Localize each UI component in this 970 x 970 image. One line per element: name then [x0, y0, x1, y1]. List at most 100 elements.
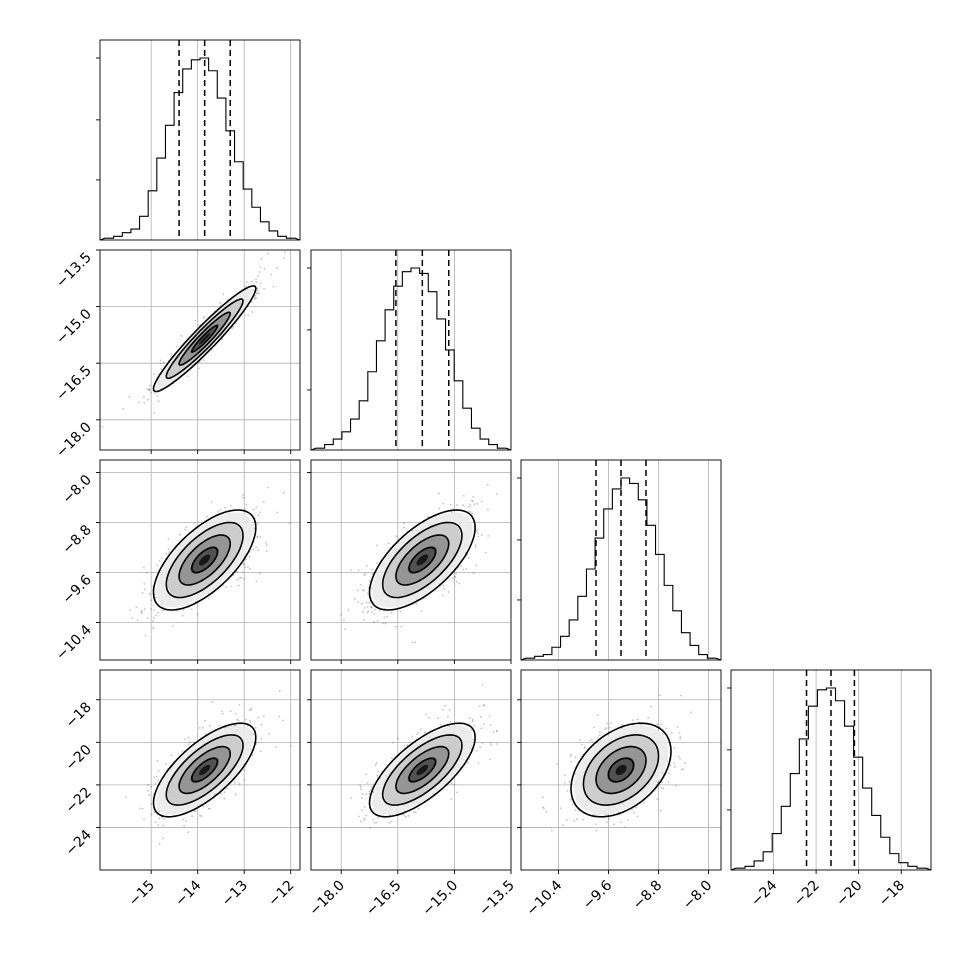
scatter-point: [375, 544, 378, 547]
scatter-point: [564, 774, 566, 777]
scatter-point: [489, 742, 492, 744]
scatter-point: [481, 684, 484, 686]
scatter-point: [678, 731, 681, 734]
gridlines-1-1: [340, 250, 455, 450]
scatter-point: [438, 492, 440, 495]
scatter-point: [468, 510, 470, 512]
scatter-point: [475, 530, 478, 532]
scatter-point: [143, 402, 146, 405]
scatter-point: [256, 535, 259, 538]
scatter-point: [278, 715, 281, 718]
scatter-point: [259, 266, 262, 268]
scatter-point: [591, 741, 594, 743]
scatter-point: [160, 368, 163, 370]
scatter-point: [356, 589, 359, 592]
scatter-point: [255, 580, 258, 583]
panel-frame-1-0: [99, 249, 301, 451]
scatter-point: [181, 750, 184, 752]
scatter-point: [152, 617, 155, 619]
scatter-point: [476, 502, 479, 505]
scatter-point: [468, 717, 471, 720]
scatter-point: [162, 361, 165, 364]
scatter-point: [165, 552, 168, 555]
scatter-point: [442, 502, 445, 505]
scatter-point: [389, 821, 391, 824]
scatter-point: [350, 569, 352, 571]
scatter-point: [489, 724, 492, 726]
scatter-point: [101, 425, 104, 428]
scatter-point: [597, 737, 599, 739]
scatter-point: [167, 548, 170, 551]
scatter-point: [610, 721, 612, 724]
scatter-point: [196, 613, 199, 615]
scatter-point: [373, 822, 376, 824]
scatter-point: [365, 773, 368, 776]
scatter-point: [583, 746, 586, 749]
scatter-point: [143, 396, 145, 399]
scatter-point: [152, 609, 155, 611]
scatter-point: [155, 614, 158, 617]
scatter-point: [488, 715, 491, 718]
scatter-point: [665, 727, 668, 730]
scatter-point: [471, 512, 474, 515]
scatter-point: [138, 807, 141, 810]
scatter-point: [250, 707, 253, 710]
scatter-point: [369, 605, 372, 608]
scatter-point: [357, 569, 360, 571]
scatter-point: [231, 327, 234, 330]
scatter-point: [656, 723, 659, 726]
scatter-point: [353, 598, 356, 601]
scatter-point: [469, 504, 472, 506]
scatter-point: [450, 511, 453, 513]
scatter-point: [492, 731, 495, 734]
scatter-point: [156, 779, 159, 782]
scatter-point: [270, 273, 273, 276]
scatter-point: [371, 568, 373, 571]
scatter-point: [395, 535, 398, 538]
scatter-point: [481, 534, 483, 537]
contour-2-0-1: [178, 534, 231, 586]
scatter-point: [156, 395, 159, 397]
scatter-point: [443, 588, 446, 591]
y-tick-label-2-2: −8.8: [59, 522, 94, 557]
scatter-point: [194, 810, 197, 812]
scatter-point: [233, 781, 236, 784]
scatter-point: [458, 582, 460, 585]
y-tick-label-1-3: −13.5: [53, 250, 95, 292]
x-tick-label-0-1: −14: [172, 877, 204, 909]
scatter-point: [454, 576, 457, 578]
scatter-point: [370, 786, 373, 788]
x-tick-label-1-0: −18.0: [306, 878, 348, 920]
scatter-point: [250, 300, 253, 303]
scatter-point: [204, 719, 207, 722]
scatter-point: [229, 710, 232, 713]
scatter-point: [597, 714, 599, 716]
y-tick-label-2-0: −10.4: [53, 622, 95, 664]
scatter-point: [599, 734, 601, 737]
x-tick-label-3-0: −24: [748, 877, 780, 909]
scatter-point: [125, 796, 127, 798]
scatter-point: [672, 762, 675, 764]
scatter-point: [257, 514, 260, 517]
scatter-point: [581, 743, 583, 746]
scatter-point: [595, 823, 597, 825]
scatter-point: [363, 607, 366, 609]
scatter-point: [290, 745, 292, 747]
scatter-point: [249, 719, 252, 722]
scatter-point: [258, 292, 260, 295]
scatter-point: [198, 727, 201, 729]
scatter-point: [566, 819, 568, 821]
scatter-point: [249, 709, 251, 711]
scatter-point: [276, 267, 278, 270]
scatter-point: [343, 618, 345, 621]
scatter-point: [240, 576, 243, 579]
y-tick-label-1-2: −15.0: [53, 306, 95, 348]
scatter-point: [414, 641, 416, 644]
scatter-point: [366, 592, 369, 595]
scatter-point: [603, 728, 606, 731]
scatter-point: [267, 486, 269, 489]
scatter-point: [182, 609, 185, 611]
scatter-point: [145, 571, 148, 574]
scatter-point: [673, 747, 676, 750]
scatter-point: [368, 790, 371, 793]
